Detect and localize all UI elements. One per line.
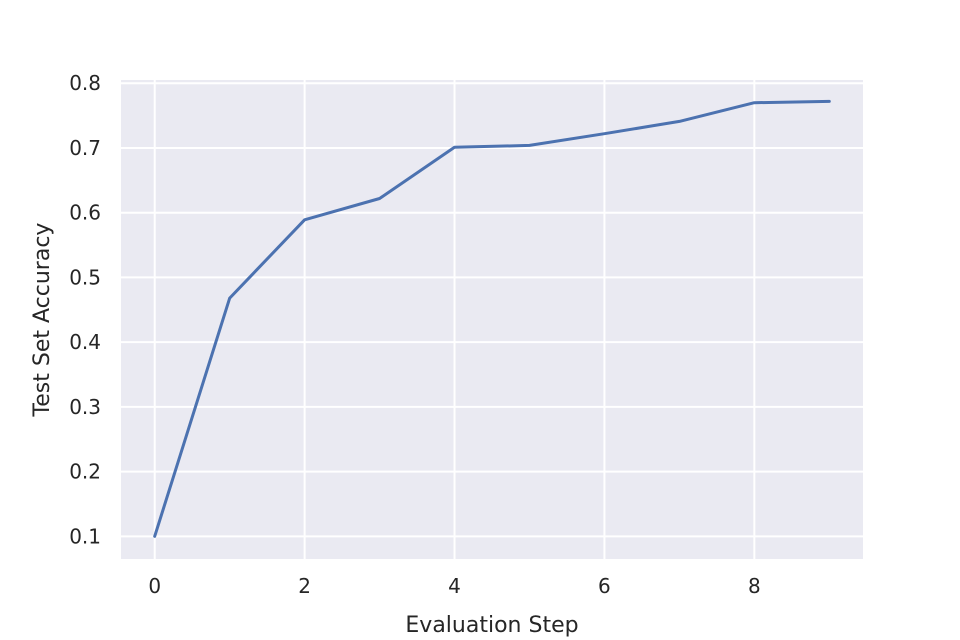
grid-lines <box>121 80 863 559</box>
x-tick-label: 6 <box>598 574 611 598</box>
x-tick-label: 4 <box>448 574 461 598</box>
y-tick-label: 0.7 <box>69 136 101 160</box>
x-axis-label: Evaluation Step <box>405 613 578 638</box>
y-tick-label: 0.8 <box>69 71 101 95</box>
y-tick-label: 0.2 <box>69 460 101 484</box>
x-tick-label: 8 <box>748 574 761 598</box>
x-tick-label: 0 <box>148 574 161 598</box>
series-line <box>153 99 831 538</box>
plot-area <box>121 80 863 559</box>
y-tick-label: 0.1 <box>69 524 101 548</box>
series-layer <box>153 99 831 538</box>
y-tick-label: 0.4 <box>69 330 101 354</box>
y-tick-label: 0.5 <box>69 265 101 289</box>
x-tick-labels: 0 2 4 6 8 <box>148 574 760 598</box>
y-tick-label: 0.3 <box>69 395 101 419</box>
x-tick-label: 2 <box>298 574 311 598</box>
y-tick-labels: 0.1 0.2 0.3 0.4 0.5 0.6 0.7 0.8 <box>69 71 101 548</box>
y-axis-label: Test Set Accuracy <box>30 223 55 418</box>
y-tick-label: 0.6 <box>69 201 101 225</box>
